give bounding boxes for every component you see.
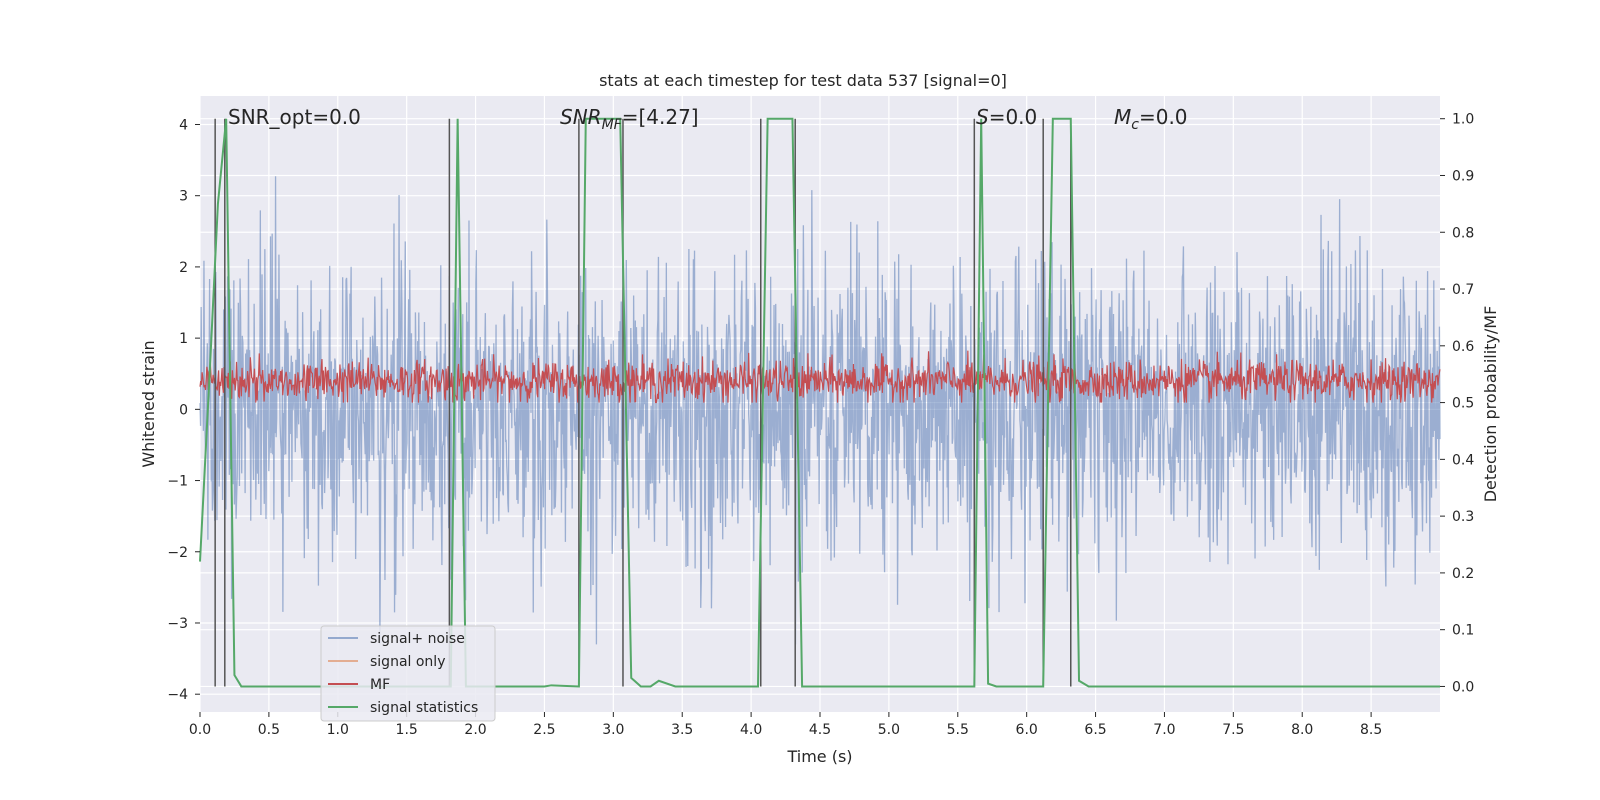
annotation-s: S=0.0	[976, 105, 1037, 129]
y-tick-label-5: 1	[179, 331, 188, 347]
chart-title: stats at each timestep for test data 537…	[599, 71, 1007, 90]
x-tick-label-10: 5.0	[878, 722, 900, 738]
legend-label-signal-noise: signal+ noise	[370, 631, 465, 647]
x-tick-label-15: 7.5	[1222, 722, 1244, 738]
mf-line	[199, 350, 1441, 404]
y-tick-label-3: −1	[167, 474, 188, 490]
y-tick-label-8: 4	[179, 117, 188, 133]
y2-tick-label-3: 0.3	[1452, 509, 1474, 525]
y-tick-label-2: −2	[167, 545, 188, 561]
legend-box	[320, 625, 496, 722]
x-axis-ticks: 0.0 0.5 1.0 1.5 2.0 2.5 3.0 3.5 4.0 4.5 5.0 5.5 6.0 6…	[189, 712, 1382, 738]
annotation-snr-mf-label: SNR	[560, 105, 602, 129]
annotation-s-label: S	[976, 105, 989, 129]
x-tick-label-7: 3.5	[671, 722, 693, 738]
x-tick-label-2: 1.0	[327, 722, 349, 738]
y2-tick-label-1: 0.1	[1452, 623, 1474, 639]
x-tick-label-9: 4.5	[809, 722, 831, 738]
annotation-snr-opt: SNR_opt=0.0	[228, 105, 361, 129]
y2-tick-label-4: 0.4	[1452, 452, 1474, 468]
x-tick-label-13: 6.5	[1084, 722, 1106, 738]
y-tick-label-6: 2	[179, 260, 188, 276]
annotation-s-value: =0.0	[989, 105, 1038, 129]
x-tick-label-11: 5.5	[947, 722, 969, 738]
y-axis-label: Whitened strain	[139, 340, 158, 467]
y-tick-label-1: −3	[167, 616, 188, 632]
x-tick-label-5: 2.5	[533, 722, 555, 738]
x-tick-label-3: 1.5	[396, 722, 418, 738]
legend-label-signal-only: signal only	[370, 654, 445, 670]
y2-tick-label-9: 0.9	[1452, 168, 1474, 184]
signal-noise-line	[199, 176, 1441, 645]
mf-series	[199, 350, 1441, 404]
vertical-markers	[214, 118, 1072, 687]
y2-axis-label: Detection probability/MF	[1481, 306, 1500, 503]
x-tick-label-17: 8.5	[1360, 722, 1382, 738]
legend-label-mf: MF	[370, 677, 390, 693]
signal-statistics-series	[199, 117, 1440, 688]
x-tick-label-0: 0.0	[189, 722, 211, 738]
annotation-mc-label: M	[1114, 105, 1131, 129]
x-tick-label-1: 0.5	[258, 722, 280, 738]
legend-label-signal-statistics: signal statistics	[370, 700, 478, 716]
y-tick-label-7: 3	[179, 189, 188, 205]
y2-tick-label-0: 0.0	[1452, 679, 1474, 695]
annotation-mc-subscript: c	[1131, 117, 1139, 133]
x-axis-label: Time (s)	[786, 747, 852, 766]
signal-statistics-line	[199, 117, 1440, 688]
y2-tick-label-10: 1.0	[1452, 112, 1474, 128]
annotation-mc: Mc=0.0	[1114, 105, 1188, 133]
annotation-snr-mf-subscript: MF	[602, 117, 623, 133]
signal-noise-series	[199, 176, 1441, 645]
annotation-snr-mf-value: =[4.27]	[622, 105, 699, 129]
y-tick-label-4: 0	[179, 402, 188, 418]
y2-tick-label-5: 0.5	[1452, 396, 1474, 412]
x-tick-label-8: 4.0	[740, 722, 762, 738]
x-tick-label-6: 3.0	[602, 722, 624, 738]
y2-tick-label-6: 0.6	[1452, 339, 1474, 355]
annotation-mc-value: =0.0	[1139, 105, 1188, 129]
y-tick-label-0: −4	[167, 687, 188, 703]
x-tick-label-14: 7.0	[1153, 722, 1175, 738]
x-tick-label-4: 2.0	[464, 722, 486, 738]
y2-tick-label-7: 0.7	[1452, 282, 1474, 298]
legend: signal+ noise signal only MF signal stat…	[320, 625, 496, 722]
y2-axis-ticks: 0.0 0.1 0.2 0.3 0.4 0.5 0.6 0.7 0.8 0.9 1.0	[1440, 112, 1474, 695]
y2-tick-label-2: 0.2	[1452, 566, 1474, 582]
y-axis-ticks: −4 −3 −2 −1 0 1 2 3 4	[167, 117, 200, 703]
annotation-snr-mf: SNRMF=[4.27]	[560, 105, 699, 133]
x-tick-label-16: 8.0	[1291, 722, 1313, 738]
y2-tick-label-8: 0.8	[1452, 225, 1474, 241]
x-tick-label-12: 6.0	[1016, 722, 1038, 738]
